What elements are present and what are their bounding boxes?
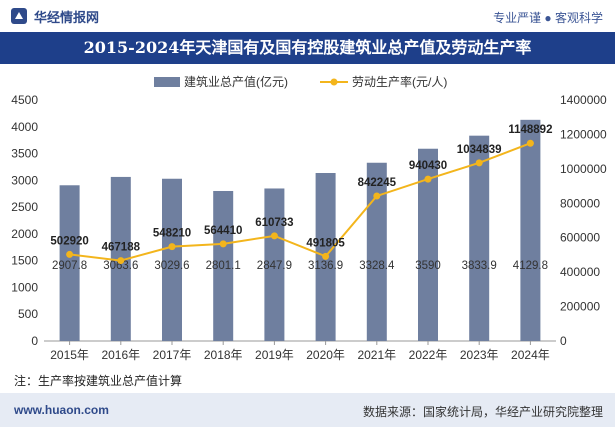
bar-value-label: 3136.9 <box>308 260 343 272</box>
x-tick-label: 2021年 <box>357 348 396 362</box>
line-point <box>475 159 483 167</box>
line-value-label: 491805 <box>306 237 345 249</box>
y-left-tick-label: 1500 <box>11 254 38 268</box>
bar-value-label: 3328.4 <box>359 260 395 272</box>
y-right-tick-label: 1200000 <box>560 127 607 141</box>
logo-text: 华经情报网 <box>34 9 100 25</box>
line-value-label: 564410 <box>204 225 242 237</box>
y-right-tick-label: 400000 <box>560 265 600 279</box>
line-point <box>66 250 74 258</box>
line-point <box>526 139 534 147</box>
site-link[interactable]: www.huaon.com <box>14 403 109 417</box>
x-tick-label: 2017年 <box>153 348 192 362</box>
bar <box>213 190 234 341</box>
line-point <box>168 243 176 251</box>
y-right-tick-label: 200000 <box>560 300 600 314</box>
x-tick-label: 2024年 <box>511 348 550 362</box>
tagline: 专业严谨 ● 客观科学 <box>493 11 603 25</box>
line-point <box>219 240 227 248</box>
bar-value-label: 4129.8 <box>513 260 548 272</box>
line-value-label: 548210 <box>153 228 191 240</box>
x-tick-label: 2015年 <box>50 348 89 362</box>
line-point <box>424 175 432 183</box>
line-series <box>66 139 534 265</box>
axes: 0 500 1000 1500 2000 2500 3000 3500 4000 4500 0 200… <box>11 93 607 362</box>
line-value-label: 467188 <box>102 242 141 254</box>
footer: www.huaon.com 数据来源：国家统计局，华经产业研究院整理 <box>0 393 615 427</box>
line-value-label: 502920 <box>50 235 88 247</box>
x-tick-label: 2016年 <box>101 348 140 362</box>
y-left-tick-label: 4500 <box>11 93 38 107</box>
bar <box>469 135 490 341</box>
y-right-tick-label: 800000 <box>560 196 600 210</box>
footnote: 注：生产率按建筑业总产值计算 <box>14 374 183 388</box>
bar <box>59 185 80 341</box>
legend-swatch-dot <box>330 78 338 86</box>
y-left-tick-label: 3000 <box>11 173 38 187</box>
y-left-tick-label: 2500 <box>11 200 38 214</box>
bar <box>418 148 438 341</box>
line-value-label: 610733 <box>255 217 293 229</box>
line-point <box>322 252 330 260</box>
legend-swatch-bar <box>154 77 180 87</box>
logo: 华经情报网 <box>10 7 99 25</box>
bar-labels: 2907.8 3063.6 3029.6 2801.1 2847.9 3136.9 3328… <box>52 260 548 272</box>
x-tick-label: 2022年 <box>409 348 448 362</box>
bar-value-label: 3833.9 <box>462 260 497 272</box>
legend-label-bar: 建筑业总产值(亿元) <box>184 74 288 89</box>
line-value-label: 1034839 <box>457 144 502 156</box>
x-tick-label: 2019年 <box>255 348 294 362</box>
y-left-tick-label: 3500 <box>11 147 38 161</box>
bar-value-label: 3029.6 <box>154 260 189 272</box>
y-right-tick-label: 600000 <box>560 231 600 245</box>
chart-title: 2015-2024年天津国有及国有控股建筑业总产值及劳动生产率 <box>83 38 532 57</box>
bar <box>520 119 541 341</box>
bar-value-label: 2847.9 <box>257 260 292 272</box>
line-point <box>270 232 278 240</box>
y-right-tick-label: 0 <box>560 334 567 348</box>
line-value-label: 1148892 <box>508 124 552 136</box>
logo-icon <box>10 7 28 25</box>
bar-value-label: 2801.1 <box>206 260 241 272</box>
line-value-label: 842245 <box>358 177 397 189</box>
bar <box>366 162 387 341</box>
line-point <box>373 192 381 200</box>
y-left-tick-label: 4000 <box>11 120 38 134</box>
y-left-tick-label: 0 <box>31 334 38 348</box>
line-path <box>69 142 531 262</box>
bar <box>264 188 285 341</box>
chart-area: 建筑业总产值(亿元) 劳动生产率(元/人) 0 500 1000 1500 2000 25… <box>11 74 607 362</box>
bar-value-label: 3063.6 <box>103 260 138 272</box>
bar-value-label: 3590 <box>415 260 441 272</box>
legend: 建筑业总产值(亿元) 劳动生产率(元/人) <box>154 74 447 89</box>
line-point <box>117 257 125 265</box>
top-bar: 华经情报网 专业严谨 ● 客观科学 <box>0 0 615 32</box>
x-tick-label: 2018年 <box>204 348 243 362</box>
y-right-tick-label: 1000000 <box>560 162 607 176</box>
y-right-tick-label: 1400000 <box>560 93 607 107</box>
line-labels: 502920 467188 548210 564410 610733 491805 8422… <box>50 124 552 253</box>
bar <box>162 178 182 341</box>
bar-series <box>59 119 541 341</box>
y-left-tick-label: 500 <box>18 307 38 321</box>
x-tick-label: 2020年 <box>306 348 345 362</box>
title-bar: 2015-2024年天津国有及国有控股建筑业总产值及劳动生产率 <box>0 32 615 64</box>
y-left-tick-label: 2000 <box>11 227 38 241</box>
legend-label-line: 劳动生产率(元/人) <box>352 74 447 89</box>
y-left-tick-label: 1000 <box>11 280 38 294</box>
x-tick-label: 2023年 <box>460 348 499 362</box>
bar-value-label: 2907.8 <box>52 260 87 272</box>
line-value-label: 940430 <box>409 160 447 172</box>
data-source: 数据来源：国家统计局，华经产业研究院整理 <box>362 405 603 419</box>
